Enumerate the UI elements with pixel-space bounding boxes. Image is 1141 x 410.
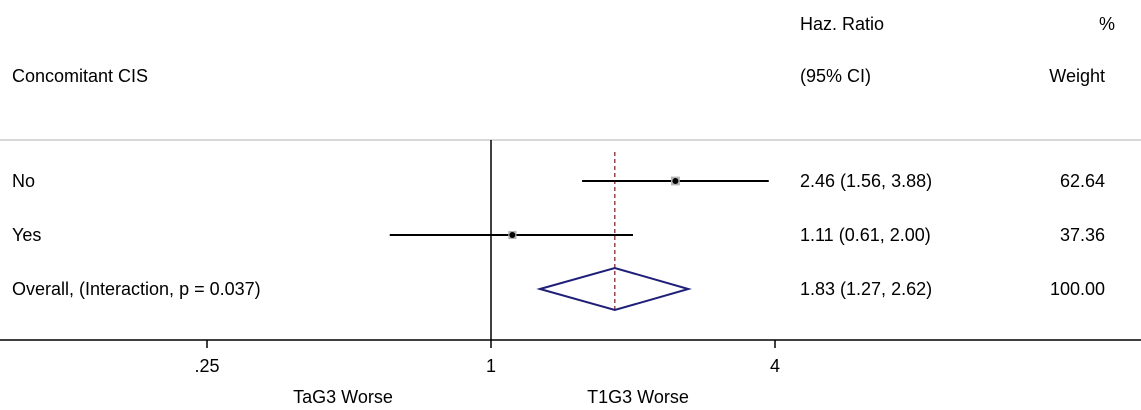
x-tick-label-1: 1 [486, 356, 496, 376]
ci-text-0: 2.46 (1.56, 3.88) [800, 171, 932, 191]
ci-text-2: 1.83 (1.27, 2.62) [800, 279, 932, 299]
effect-header-line2: (95% CI) [800, 66, 871, 86]
point-estimate-1 [509, 232, 516, 238]
overall-diamond [536, 266, 692, 312]
row-label-0: No [12, 171, 35, 191]
subgroup-header: Concomitant CIS [12, 66, 148, 86]
x-tick-label-0: .25 [194, 356, 219, 376]
ci-text-1: 1.11 (0.61, 2.00) [800, 225, 931, 245]
effect-header-line1: Haz. Ratio [800, 14, 884, 34]
point-estimate-0 [672, 178, 679, 184]
weight-text-0: 62.64 [1060, 171, 1105, 191]
x-axis-ticks: .25 1 4 [194, 340, 780, 376]
weight-header-line2: Weight [1049, 66, 1105, 86]
x-tick-label-2: 4 [770, 356, 780, 376]
row-label-1: Yes [12, 225, 41, 245]
weight-text-2: 100.00 [1050, 279, 1105, 299]
left-direction-label: TaG3 Worse [293, 387, 393, 407]
row-label-2: Overall, (Interaction, p = 0.037) [12, 279, 261, 299]
right-direction-label: T1G3 Worse [587, 387, 689, 407]
weight-header-line1: % [1099, 14, 1115, 34]
weight-text-1: 37.36 [1060, 225, 1105, 245]
rows-layer: No 2.46 (1.56, 3.88) 62.64 Yes 1.11 (0.61, 2… [12, 171, 1105, 312]
